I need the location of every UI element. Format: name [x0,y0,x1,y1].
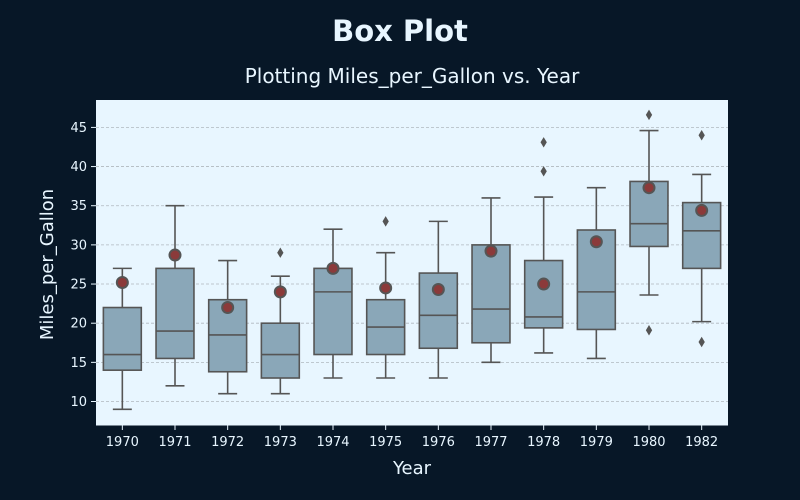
box-group-1974 [313,228,353,379]
chart-subtitle: Plotting Miles_per_Gallon vs. Year [244,64,580,88]
y-tick-label: 15 [70,356,87,371]
x-tick-label: 1972 [211,435,244,450]
outlier-point [382,216,389,227]
x-tick-label: 1980 [632,435,665,450]
y-tick-label: 20 [70,317,87,332]
outlier-point [277,247,284,258]
mean-marker [431,283,445,297]
x-tick-label: 1977 [474,435,507,450]
box-group-1973 [260,247,301,395]
iqr-box [313,267,353,356]
y-axis-ticks: 10 15 20 25 30 35 40 45 [70,121,96,410]
x-tick-label: 1975 [369,435,402,450]
iqr-box [471,244,511,344]
mean-marker [537,277,551,291]
x-tick-label: 1971 [158,435,191,450]
chart-title: Box Plot [332,14,468,48]
iqr-box [102,306,143,371]
x-tick-label: 1979 [580,435,613,450]
mean-marker [484,244,498,258]
mean-marker [642,181,656,195]
y-axis-label: Miles_per_Gallon [37,189,58,340]
box-group-1977 [471,197,511,364]
y-tick-label: 40 [70,160,87,175]
mean-marker [589,235,603,249]
x-tick-label: 1982 [685,435,718,450]
x-tick-label: 1970 [106,435,139,450]
box-group-1980 [629,109,669,336]
x-tick-label: 1978 [527,435,560,450]
box-group-1978 [523,137,564,354]
iqr-box [260,322,301,379]
y-tick-label: 10 [70,395,87,410]
box-group-1970 [102,267,143,411]
outlier-point [698,336,705,348]
outlier-point [540,137,547,148]
mean-marker [168,248,182,262]
mean-marker [695,203,709,217]
grid-lines [96,127,728,402]
x-tick-label: 1974 [316,435,349,450]
plot-area [96,100,728,425]
y-tick-label: 45 [70,121,87,136]
box-group-1975 [365,216,406,379]
y-tick-label: 25 [70,278,87,293]
mean-marker [115,275,129,289]
box-group-1971 [155,204,195,387]
iqr-box [523,259,564,329]
y-tick-label: 35 [70,199,87,214]
x-axis-label: Year [392,458,432,479]
mean-marker [379,281,393,295]
box-group-1979 [576,186,617,360]
x-tick-label: 1976 [422,435,455,450]
mean-marker [273,285,287,299]
box-group-1982 [681,130,722,348]
x-tick-label: 1973 [264,435,297,450]
boxes-layer [102,109,722,411]
outlier-point [645,109,653,121]
box-group-1972 [207,259,248,395]
box-group-1976 [418,220,459,379]
mean-marker [221,301,235,315]
iqr-box [681,201,722,270]
outlier-point [540,166,547,177]
x-axis-ticks: 1970 1971 1972 1973 1974 1975 1976 1977 1978 1979… [106,425,718,450]
outlier-point [698,130,705,141]
y-tick-label: 30 [70,238,87,253]
outlier-point [645,325,653,336]
mean-marker [326,261,340,275]
iqr-box [155,267,195,360]
